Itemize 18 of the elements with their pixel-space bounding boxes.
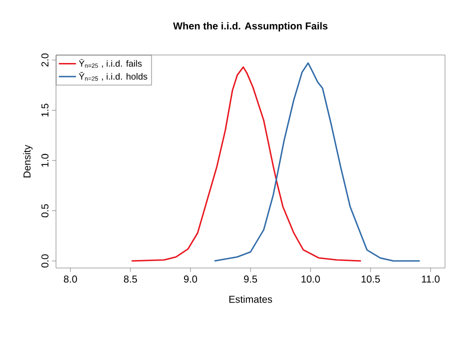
y-tick-label: 1.5 bbox=[41, 104, 48, 116]
y-tick-label: 0.0 bbox=[41, 254, 48, 268]
x-tick-label: 9.5 bbox=[244, 276, 258, 283]
legend-label: Ȳ$_{n=25}$ , i.i.d. holds bbox=[78, 72, 148, 81]
chart-title: When the i.i.d. Assumption Fails bbox=[173, 22, 328, 32]
y-tick-label: 0.5 bbox=[41, 204, 48, 218]
y-tick-label: 2.0 bbox=[41, 53, 48, 66]
x-tick-label: 8.5 bbox=[124, 276, 137, 283]
x-axis-title: Estimates bbox=[229, 295, 272, 303]
x-tick-label: 10.5 bbox=[362, 276, 380, 283]
line-series bbox=[214, 62, 420, 262]
x-tick-label: 10.0 bbox=[302, 276, 320, 283]
y-axis-title: Density bbox=[23, 144, 33, 178]
x-tick-label: 9.0 bbox=[184, 276, 198, 283]
y-tick-label: 1.0 bbox=[41, 154, 48, 167]
x-tick-label: 8.0 bbox=[64, 276, 77, 283]
x-tick-label: 11.0 bbox=[422, 276, 440, 283]
legend-label: Ȳ$_{n=25}$ , i.i.d. fails bbox=[78, 59, 142, 68]
